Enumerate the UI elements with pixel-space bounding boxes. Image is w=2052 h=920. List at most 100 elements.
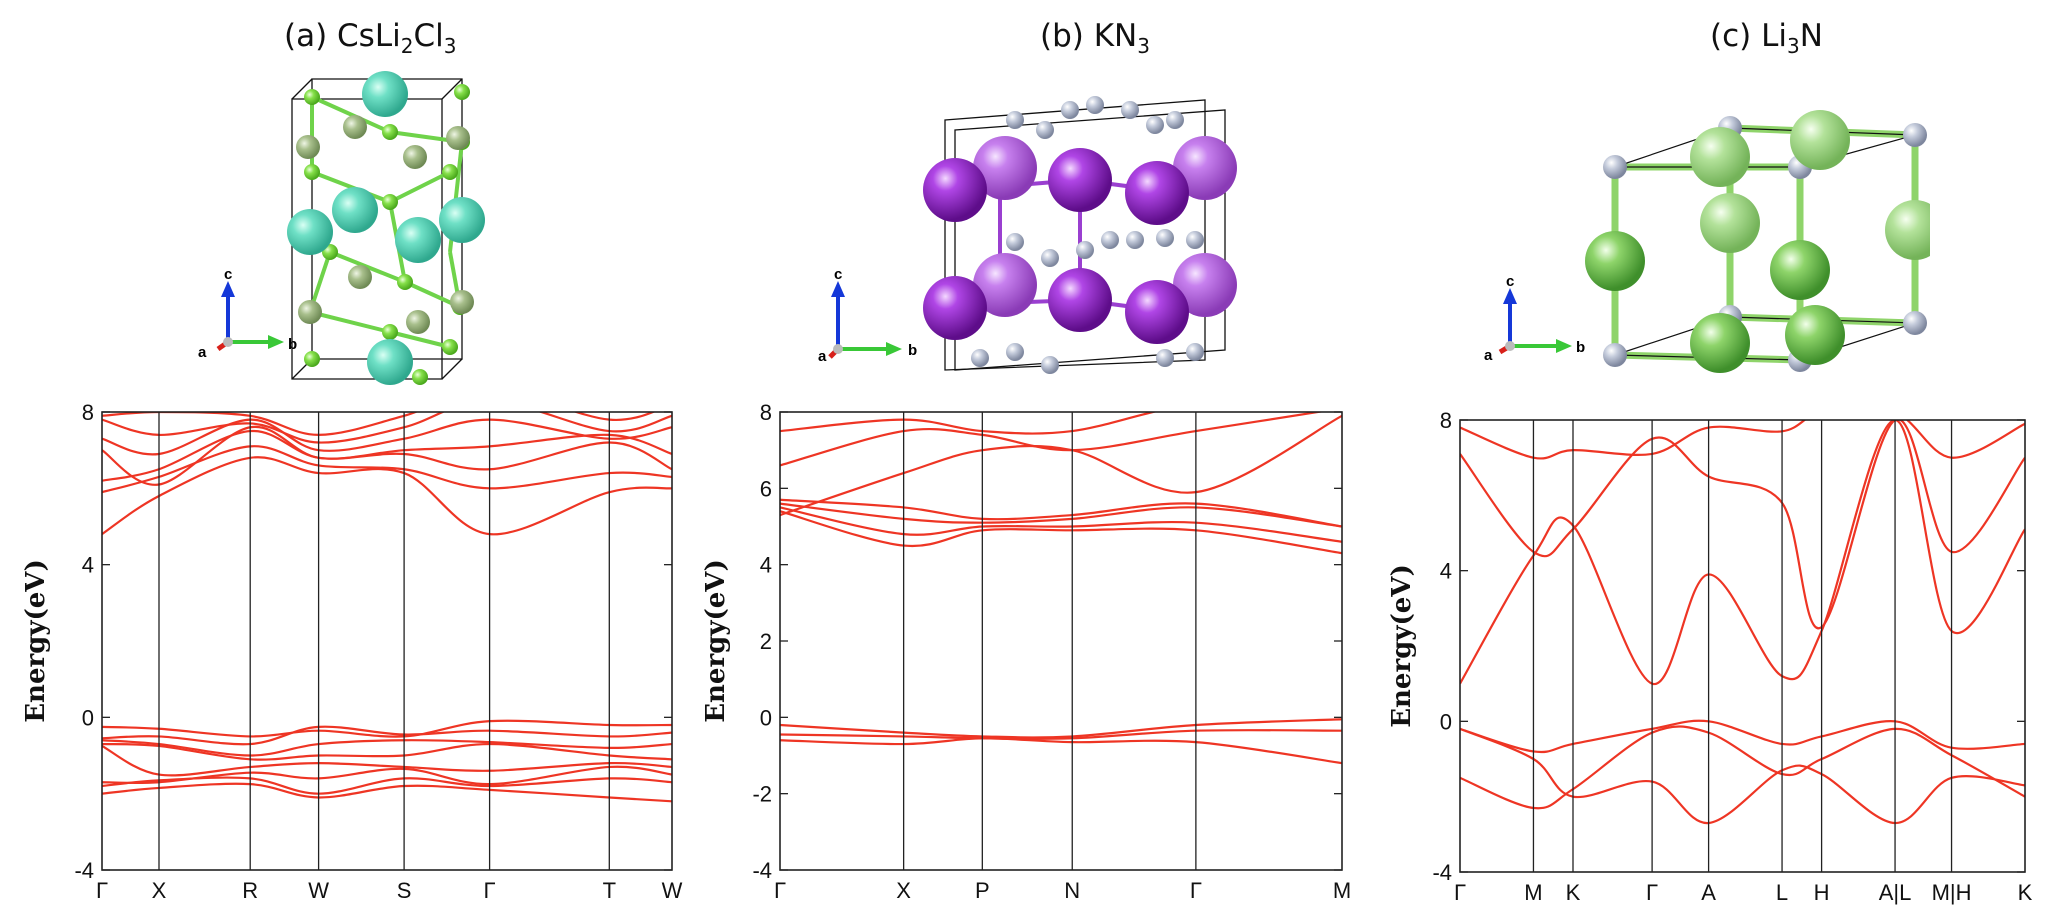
chart-2-xtick-6: H	[1814, 880, 1830, 905]
axis-letter-a-c: a	[1484, 347, 1493, 364]
chart-2-xtick-2: K	[1566, 880, 1581, 905]
chart-1-band-c2	[780, 506, 1342, 543]
axis-triad-c: c b a	[1484, 273, 1585, 364]
title-c-sub1: 3	[1786, 34, 1800, 59]
chart-2-xtick-0: Γ	[1454, 880, 1466, 905]
chart-0-frame	[101, 411, 673, 871]
chart-0-xtick-1: X	[152, 878, 167, 903]
chart-1-band-c5	[780, 414, 1342, 517]
axis-letter-c: c	[224, 266, 232, 283]
chart-2-xtick-1: M	[1524, 880, 1542, 905]
chart-0-ytick-3: 8	[82, 400, 94, 425]
chart-2-band-c1	[1460, 420, 2025, 685]
crystal-structure-c	[1585, 110, 1930, 373]
chart-2-band-v2	[1460, 727, 2025, 825]
chart-1-xtick-0: Γ	[774, 878, 786, 903]
chart-0-band-v2	[102, 725, 672, 746]
chart-0-xtick-2: R	[242, 878, 258, 903]
chart-2-xtick-9: K	[2018, 880, 2033, 905]
axis-triad-b: c b a	[818, 266, 917, 365]
chart-1-xtick-5: M	[1333, 878, 1351, 903]
axis-triad-a: c b a	[198, 266, 297, 361]
chart-2-xtick-4: A	[1701, 880, 1716, 905]
axis-letter-b-c: b	[1576, 339, 1585, 356]
chart-0-xtick-3: W	[308, 878, 329, 903]
chart-0-band-c3	[102, 429, 672, 482]
panel-title-b: (b) KN3	[1040, 18, 1150, 58]
chart-1-band-c1	[780, 510, 1342, 555]
chart-1-band-c4	[780, 498, 1342, 528]
chart-1-band-v2	[780, 729, 1342, 741]
chart-2-band-v3	[1460, 725, 2025, 810]
chart-1-ytick-5: 6	[760, 476, 772, 501]
chart-1-band-c6	[780, 412, 1325, 467]
chart-0-band-c2	[102, 445, 672, 494]
chart-0-band-v8	[102, 782, 672, 803]
title-a-mid: Cl	[413, 18, 444, 54]
chart-1-band-c7	[780, 412, 1158, 435]
chart-2-band-c3	[1460, 420, 2025, 460]
chart-0-ylabel: Energy(eV)	[21, 559, 51, 723]
chart-0-band-v5	[102, 744, 672, 777]
chart-2-xtick-3: Γ	[1646, 880, 1658, 905]
chart-0-ytick-1: 0	[82, 705, 94, 730]
title-a-sub2: 3	[443, 34, 457, 59]
title-c-mid: N	[1799, 18, 1823, 54]
axis-letter-b: b	[288, 336, 297, 353]
chart-1-xtick-3: N	[1064, 878, 1080, 903]
chart-1-band-v1	[780, 718, 1342, 739]
title-a-main: (a) CsLi	[284, 18, 401, 54]
chart-0-band-c1	[102, 456, 672, 536]
chart-2-ytick-2: 4	[1440, 559, 1452, 584]
title-a-sub1: 2	[400, 34, 414, 59]
chart-2-xtick-8: M|H	[1932, 880, 1972, 905]
chart-1-band-v3	[780, 737, 1342, 765]
chart-0-band-v3	[102, 739, 672, 757]
chart-0-band-c4	[102, 425, 672, 486]
chart-0-xtick-6: T	[603, 878, 616, 903]
chart-0-ytick-0: -4	[74, 858, 94, 883]
chart-0-band-v7	[102, 776, 672, 795]
chart-2-band-c2	[1460, 420, 2025, 630]
chart-2-band-v1	[1460, 719, 2025, 754]
panel-title-a: (a) CsLi2Cl3	[284, 18, 456, 58]
chart-2-ylabel: Energy(eV)	[1387, 564, 1417, 728]
chart-1-ytick-3: 2	[760, 629, 772, 654]
chart-2-xtick-5: L	[1776, 880, 1788, 905]
chart-0-band-v1	[102, 719, 672, 738]
chart-0-ytick-2: 4	[82, 553, 94, 578]
axis-letter-a: a	[198, 344, 207, 361]
chart-0-xtick-5: Γ	[484, 878, 496, 903]
chart-2-ytick-3: 8	[1440, 408, 1452, 433]
title-b-main: (b) KN	[1040, 18, 1138, 54]
chart-1-ytick-4: 4	[760, 553, 772, 578]
chart-1-ylabel: Energy(eV)	[701, 559, 731, 723]
chart-2-ytick-0: -4	[1432, 860, 1452, 885]
chart-2-frame	[1459, 419, 2026, 873]
chart-1-ytick-6: 8	[760, 400, 772, 425]
chart-1-xtick-4: Γ	[1190, 878, 1202, 903]
panel-title-c: (c) Li3N	[1710, 18, 1823, 58]
chart-2-xtick-7: A|L	[1879, 880, 1912, 905]
chart-1-frame	[779, 411, 1343, 871]
chart-0-band-v4	[102, 742, 672, 761]
chart-2-ytick-1: 0	[1440, 709, 1452, 734]
chart-0-band-c5	[102, 418, 672, 456]
chart-0-xtick-0: Γ	[96, 878, 108, 903]
chart-0-band-c6	[102, 412, 672, 444]
title-b-sub1: 3	[1137, 34, 1150, 59]
axis-letter-c-c: c	[1506, 273, 1514, 290]
chart-1-xtick-2: P	[975, 878, 990, 903]
crystal-structure-b	[923, 96, 1237, 374]
axis-letter-a-b: a	[818, 348, 827, 365]
axis-letter-c-b: c	[834, 266, 842, 283]
chart-1-ytick-2: 0	[760, 705, 772, 730]
chart-1-band-c3	[780, 502, 1342, 528]
axis-letter-b-b: b	[908, 342, 917, 359]
chart-0-xtick-7: W	[662, 878, 683, 903]
chart-1-ytick-1: -2	[752, 782, 772, 807]
chart-0-xtick-4: S	[397, 878, 412, 903]
crystal-structure-a	[287, 71, 485, 385]
chart-1-xtick-1: X	[896, 878, 911, 903]
